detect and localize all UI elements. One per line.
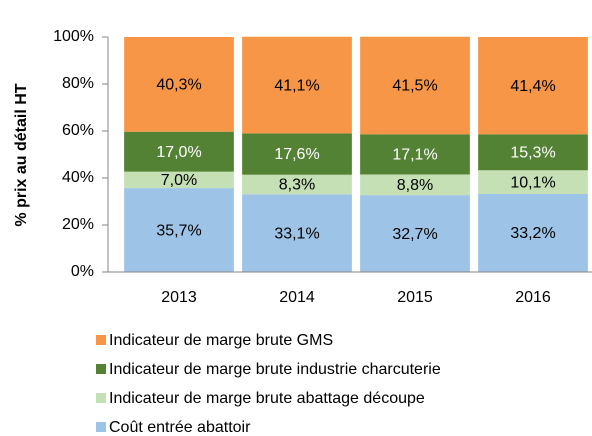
bar-segment [360,174,470,196]
y-tick-label: 20% [62,216,94,233]
y-tick-label: 100% [53,28,94,45]
value-label: 10,1% [510,174,555,191]
bar-segment [124,37,234,132]
x-tick-label: 2013 [161,289,197,306]
bar-segment [242,133,352,175]
legend-swatch [96,335,106,345]
bar-segment [242,194,352,272]
legend-label: Coût entrée abattoir [109,419,251,436]
y-tick-label: 0% [71,263,94,280]
bar-segment [478,170,588,194]
bar-segment [242,36,352,134]
value-label: 17,0% [156,144,201,161]
value-label: 35,7% [156,222,201,239]
y-tick-label: 40% [62,169,94,186]
value-label: 8,3% [279,177,315,194]
bar-segment [360,36,470,135]
x-tick-label: 2014 [279,289,315,306]
x-tick-label: 2015 [397,289,433,306]
value-label: 15,3% [510,144,555,161]
value-label: 17,1% [392,147,437,164]
x-tick-label: 2016 [515,289,551,306]
y-axis-label: % prix au détail HT [13,83,30,226]
bar-segment [124,188,234,272]
value-label: 8,8% [397,177,433,194]
value-label: 7,0% [161,172,197,189]
bar-segment [124,131,234,172]
bar-segment [478,193,588,272]
legend-swatch [96,364,106,374]
value-label: 32,7% [392,226,437,243]
value-label: 17,6% [274,146,319,163]
value-label: 33,2% [510,225,555,242]
value-label: 41,1% [274,77,319,94]
bar-segment [124,171,234,189]
legend-label: Indicateur de marge brute GMS [109,332,333,349]
value-label: 41,4% [510,78,555,95]
legend-swatch [96,422,106,432]
value-label: 41,5% [392,78,437,95]
bar-segment [360,134,470,175]
bar-segment [478,37,588,135]
bar-segment [242,174,352,195]
bar-segment [478,134,588,171]
value-label: 33,1% [274,225,319,242]
value-label: 40,3% [156,77,201,94]
y-tick-label: 60% [62,122,94,139]
legend-label: Indicateur de marge brute industrie char… [109,361,441,378]
bar-segment [360,195,470,272]
legend-swatch [96,393,106,403]
legend-label: Indicateur de marge brute abattage décou… [109,390,425,407]
y-tick-label: 80% [62,75,94,92]
